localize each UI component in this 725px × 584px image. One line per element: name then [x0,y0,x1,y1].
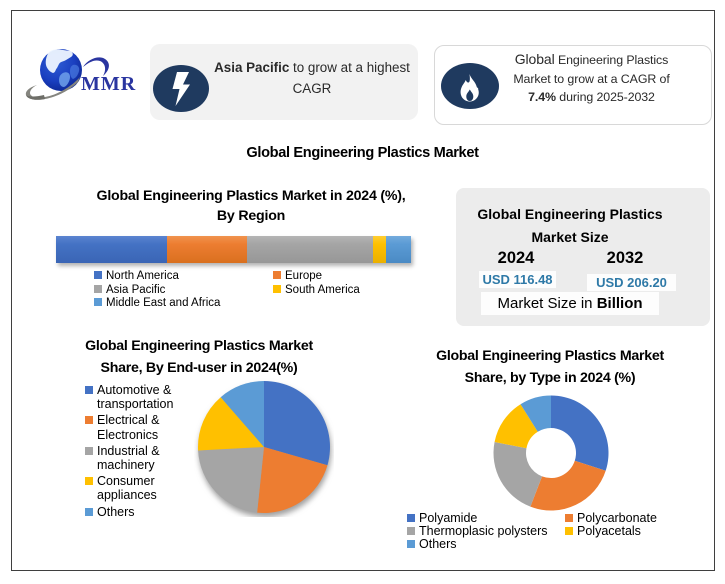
svg-text:MMR: MMR [81,73,136,95]
